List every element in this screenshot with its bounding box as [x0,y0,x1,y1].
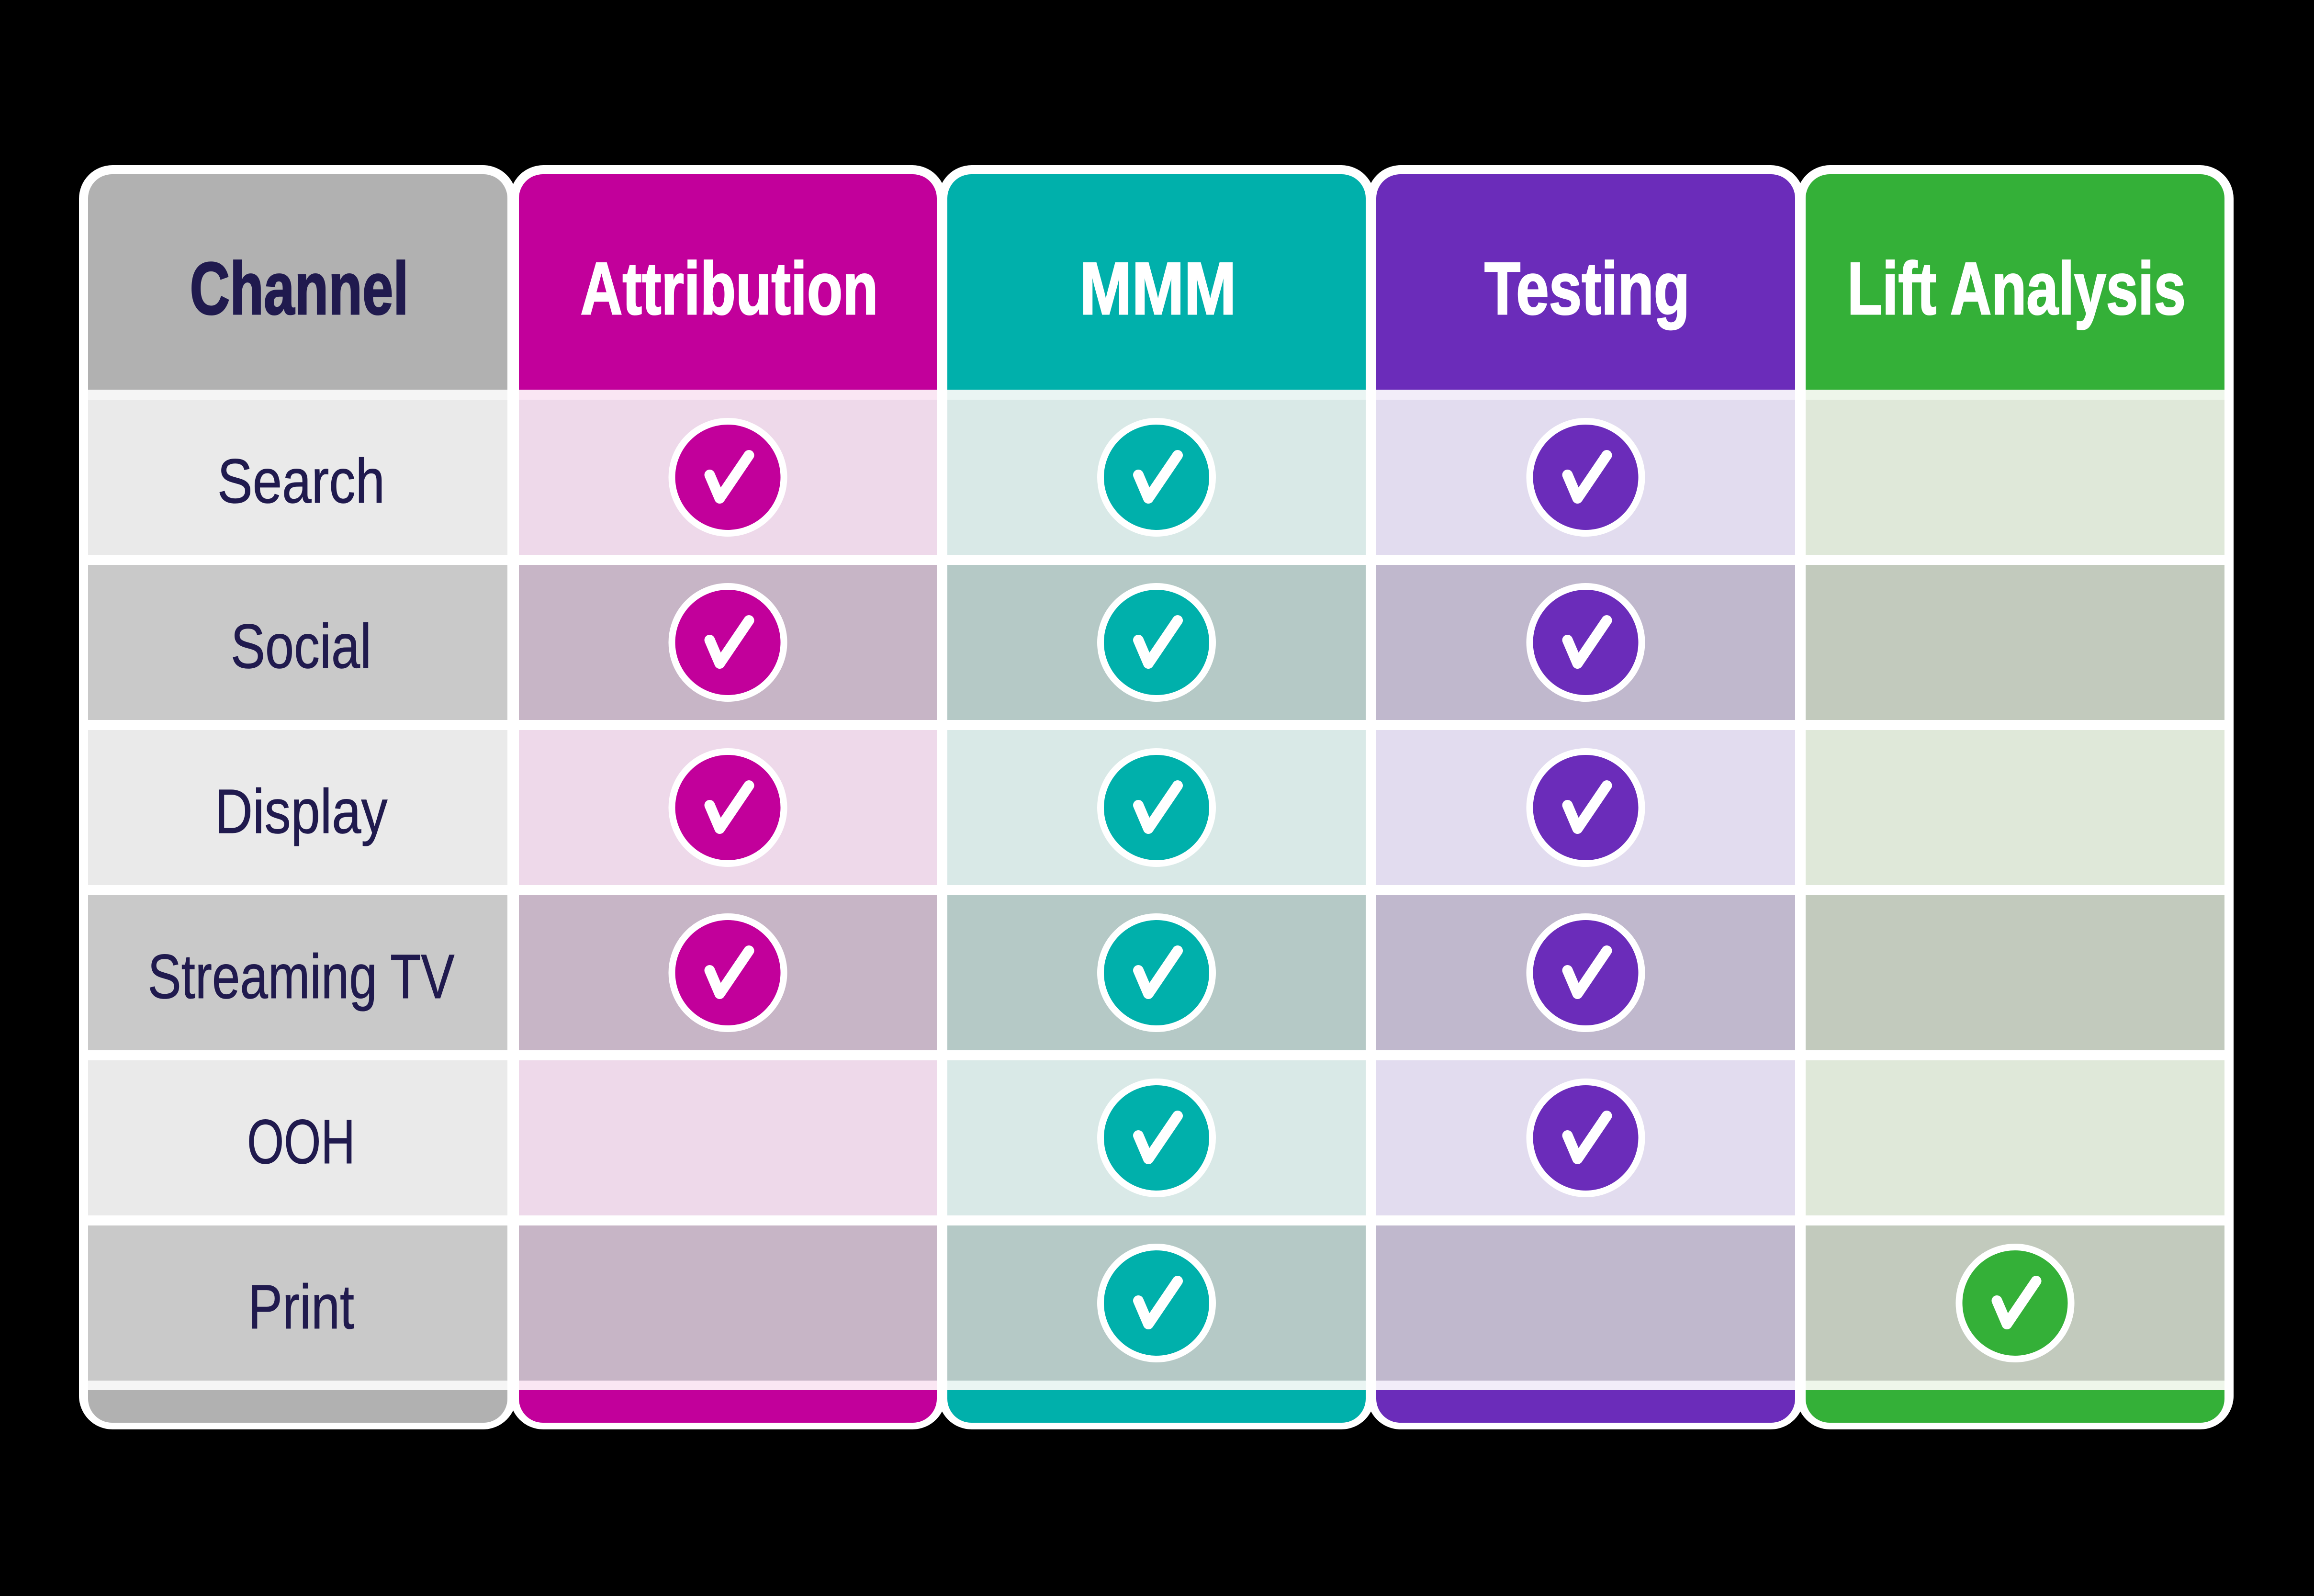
svg-text:OOH: OOH [247,1106,355,1177]
svg-text:Testing: Testing [1484,247,1690,330]
svg-text:Streaming TV: Streaming TV [148,941,455,1012]
svg-text:MMM: MMM [1080,247,1236,330]
svg-text:Search: Search [217,446,385,516]
svg-text:Print: Print [248,1271,354,1342]
svg-text:Attribution: Attribution [581,247,878,330]
svg-text:Channel: Channel [190,247,409,330]
svg-text:Social: Social [231,611,371,681]
svg-text:Display: Display [215,776,388,846]
svg-text:Lift Analysis: Lift Analysis [1847,247,2186,330]
